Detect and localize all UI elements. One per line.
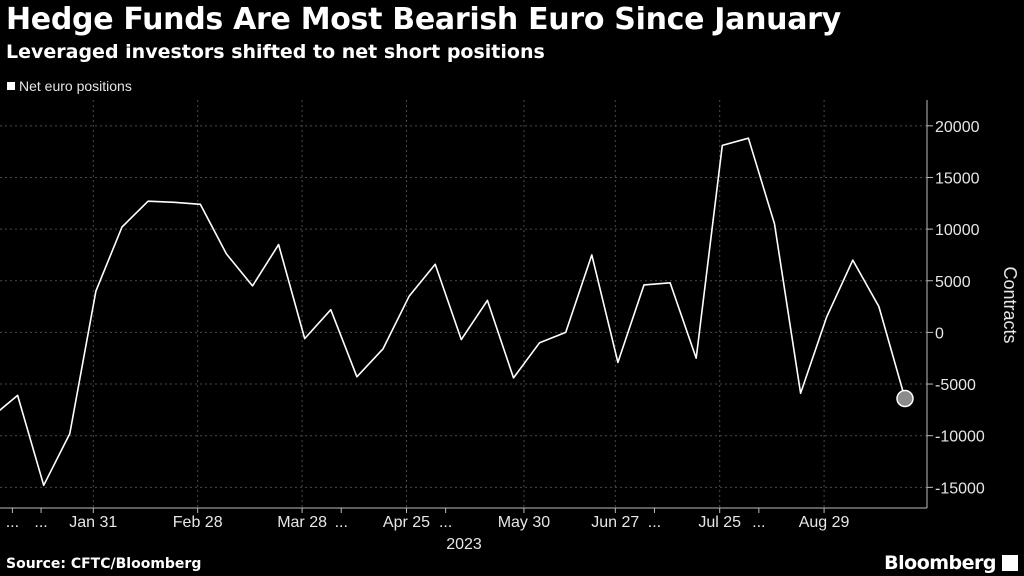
y-tick-label: -15000 bbox=[935, 480, 985, 497]
y-tick-label: 15000 bbox=[935, 170, 980, 187]
x-tick-label: ... bbox=[648, 514, 661, 531]
x-tick-label: Feb 28 bbox=[173, 514, 223, 531]
grid bbox=[0, 100, 933, 513]
x-tick-label: ... bbox=[335, 514, 348, 531]
x-tick-label: Apr 25 bbox=[383, 514, 430, 531]
chart-title: Hedge Funds Are Most Bearish Euro Since … bbox=[6, 2, 841, 37]
latest-point-marker bbox=[896, 389, 914, 408]
x-tick-label: ... bbox=[752, 514, 765, 531]
x-tick-label: Mar 28 bbox=[277, 514, 327, 531]
bloomberg-icon bbox=[1002, 555, 1018, 571]
x-tick-label: Jul 25 bbox=[698, 514, 741, 531]
legend-swatch bbox=[7, 82, 15, 90]
x-axis-ticks: ...... Jan 31 Feb 28 Mar 28... Apr 25... May … bbox=[6, 514, 850, 531]
y-tick-label: 0 bbox=[935, 325, 944, 342]
brand-logo-text: Bloomberg bbox=[884, 552, 996, 574]
legend-label: Net euro positions bbox=[19, 78, 132, 94]
series-group bbox=[0, 137, 914, 487]
x-tick-label: Jun 27 bbox=[591, 514, 639, 531]
x-tick-label: Aug 29 bbox=[799, 514, 850, 531]
x-tick-label: ... bbox=[34, 514, 47, 531]
y-axis-label: Contracts bbox=[1000, 266, 1020, 343]
y-tick-label: -10000 bbox=[935, 429, 985, 446]
y-tick-label: 20000 bbox=[935, 119, 980, 136]
y-tick-label: 10000 bbox=[935, 222, 980, 239]
chart-subtitle: Leveraged investors shifted to net short… bbox=[6, 41, 545, 63]
source-note: Source: CFTC/Bloomberg bbox=[6, 556, 202, 572]
x-tick-label: ... bbox=[439, 514, 452, 531]
legend: Net euro positions bbox=[7, 78, 132, 94]
series-line-net-euro-positions bbox=[0, 137, 906, 487]
y-tick-label: -5000 bbox=[935, 377, 976, 394]
y-axis-ticks: 20000 15000 10000 5000 0 -5000 -10000 -15000 bbox=[935, 119, 985, 498]
x-axis-year: 2023 bbox=[446, 536, 482, 553]
x-tick-label: May 30 bbox=[498, 514, 551, 531]
x-tick-label: ... bbox=[6, 514, 19, 531]
y-tick-label: 5000 bbox=[935, 274, 971, 291]
x-tick-label: Jan 31 bbox=[69, 514, 117, 531]
